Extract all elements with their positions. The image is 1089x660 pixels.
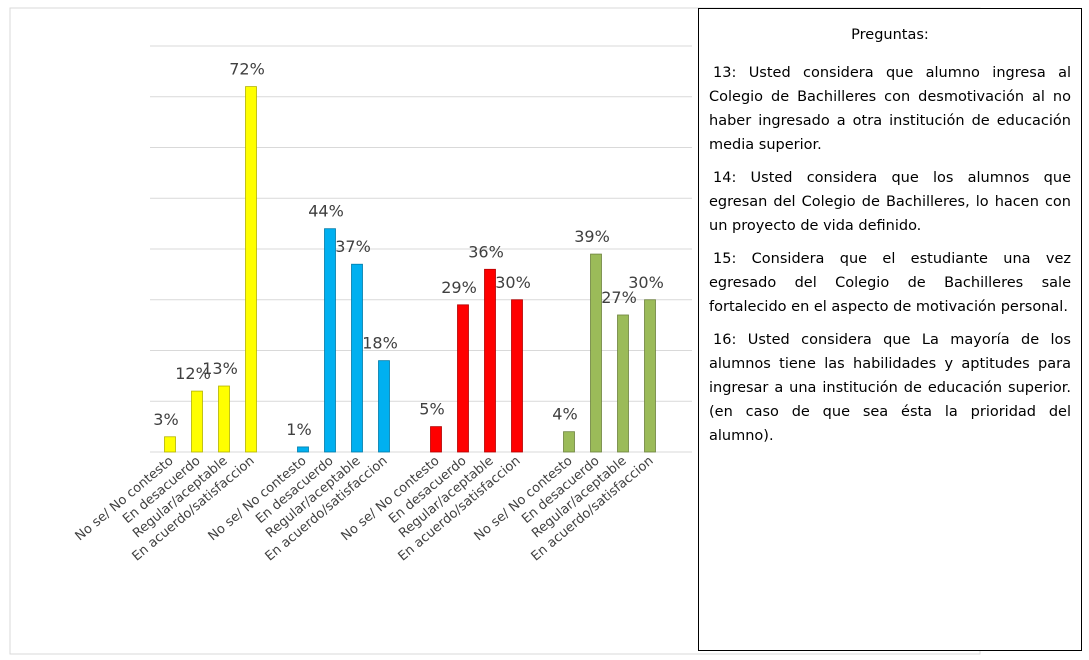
bar xyxy=(297,446,309,453)
value-label: 4% xyxy=(552,405,577,424)
questions-box: Preguntas: 13: Usted considera que alumn… xyxy=(698,8,1082,651)
value-label: 27% xyxy=(601,288,637,307)
value-label: 29% xyxy=(441,278,477,297)
value-label: 5% xyxy=(419,400,444,419)
bar xyxy=(563,431,575,453)
value-label: 39% xyxy=(574,227,610,246)
bar xyxy=(164,436,176,453)
bar xyxy=(617,314,629,453)
bar xyxy=(484,268,496,453)
bar xyxy=(457,304,469,453)
bar xyxy=(511,299,523,453)
value-label: 30% xyxy=(628,273,664,292)
question: 13: Usted considera que alumno ingresa a… xyxy=(709,65,1071,153)
bar xyxy=(351,263,363,453)
value-label: 1% xyxy=(286,420,311,439)
value-label: 30% xyxy=(495,273,531,292)
bar xyxy=(218,385,230,453)
value-label: 37% xyxy=(335,237,371,256)
question: 16: Usted considera que La mayoría de lo… xyxy=(709,332,1071,444)
value-label: 3% xyxy=(153,410,178,429)
bar xyxy=(590,253,602,453)
bar xyxy=(378,360,390,453)
value-label: 72% xyxy=(229,60,265,79)
bar xyxy=(191,390,203,453)
bar xyxy=(644,299,656,453)
value-label: 18% xyxy=(362,334,398,353)
value-label: 13% xyxy=(202,359,238,378)
value-label: 12% xyxy=(175,364,211,383)
question: 15: Considera que el estudiante una vez … xyxy=(709,251,1071,315)
bar xyxy=(245,86,257,453)
bar xyxy=(430,426,442,453)
bar xyxy=(324,228,336,453)
value-label: 44% xyxy=(308,202,344,221)
value-label: 36% xyxy=(468,242,504,261)
question: 14: Usted considera que los alumnos que … xyxy=(709,170,1071,234)
questions-title: Preguntas: xyxy=(851,27,929,43)
